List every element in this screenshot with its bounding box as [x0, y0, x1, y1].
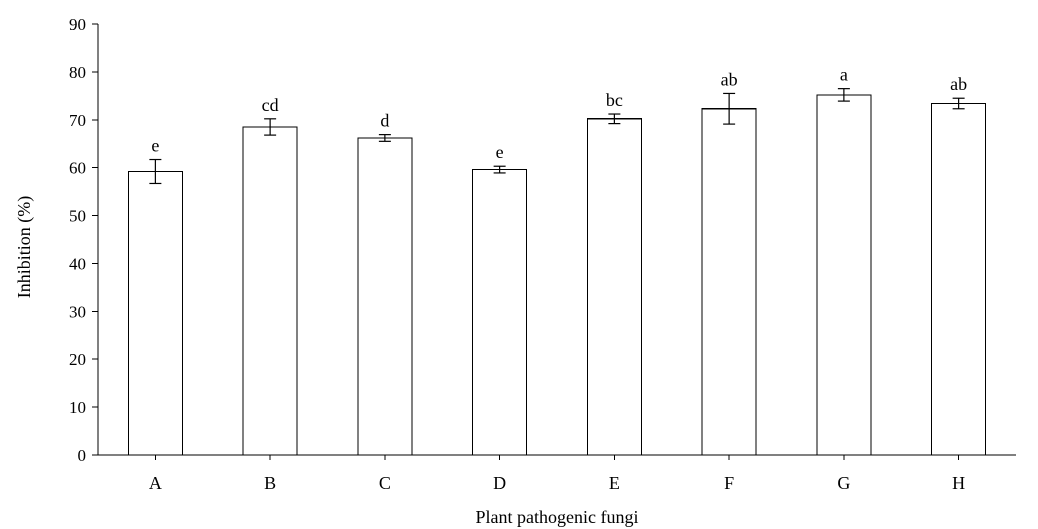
y-tick-label: 60 [69, 159, 86, 178]
significance-label-B: cd [262, 95, 279, 115]
bar-D [472, 168, 528, 456]
y-tick-label: 20 [69, 350, 86, 369]
x-tick-label: B [264, 473, 276, 493]
y-tick-label: 30 [69, 302, 86, 321]
bar-E [586, 118, 642, 456]
y-tick-label: 0 [78, 446, 87, 465]
x-tick-label: D [493, 473, 506, 493]
y-axis-title: Inhibition (%) [14, 196, 35, 298]
significance-label-C: d [380, 111, 389, 131]
y-tick-label: 70 [69, 111, 86, 130]
y-tick-label: 90 [69, 15, 86, 34]
x-axis-title: Plant pathogenic fungi [476, 507, 639, 527]
x-tick-label: H [952, 473, 965, 493]
significance-label-H: ab [950, 74, 967, 94]
significance-label-G: a [840, 65, 848, 85]
bar-B [242, 126, 298, 456]
bar-F [701, 108, 757, 456]
y-tick-label: 40 [69, 254, 86, 273]
x-tick-label: F [724, 473, 734, 493]
significance-label-E: bc [606, 90, 623, 110]
bar-A [127, 170, 183, 456]
x-tick-label: G [837, 473, 850, 493]
x-tick-label: E [609, 473, 620, 493]
significance-label-A: e [151, 136, 159, 156]
x-tick-label: A [149, 473, 162, 493]
y-tick-label: 50 [69, 207, 86, 226]
bar-G [816, 94, 872, 456]
x-tick-label: C [379, 473, 391, 493]
significance-label-F: ab [721, 69, 738, 89]
significance-label-D: e [496, 142, 504, 162]
bar-C [357, 137, 413, 456]
y-tick-label: 10 [69, 398, 86, 417]
bar-H [931, 102, 987, 456]
y-tick-label: 80 [69, 63, 86, 82]
